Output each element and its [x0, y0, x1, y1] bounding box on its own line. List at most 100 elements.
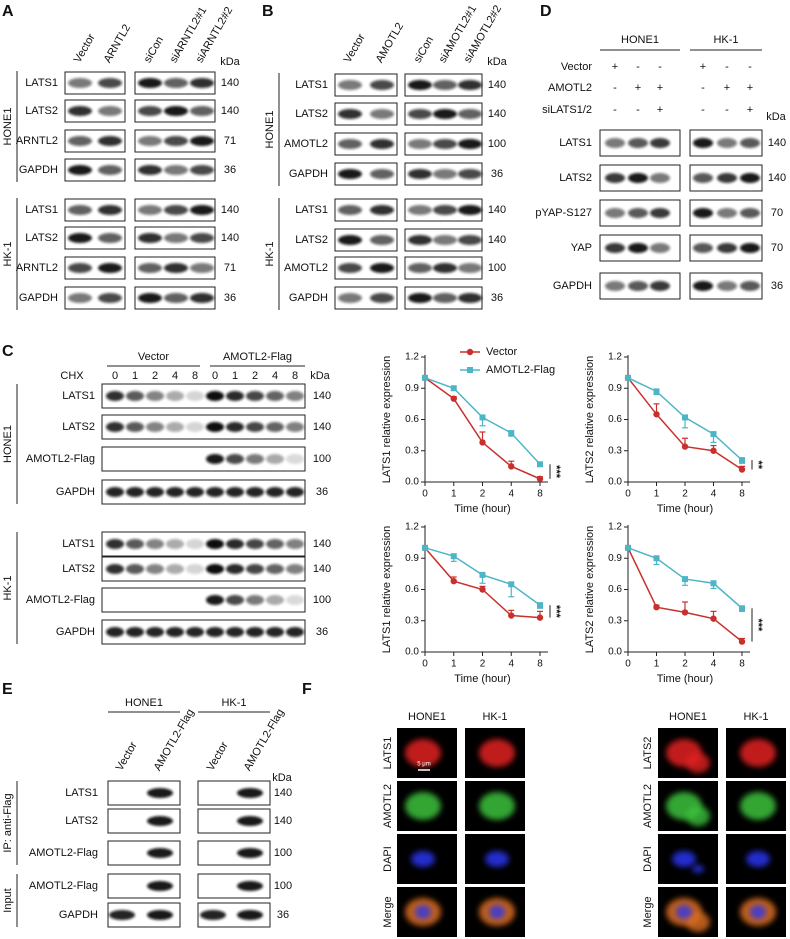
y-tick-label: 0.3 — [405, 615, 419, 626]
y-tick-label: 0.6 — [405, 414, 419, 425]
blot-frame — [334, 73, 398, 97]
blot-band — [717, 243, 737, 253]
x-tick-label: 1 — [654, 489, 660, 500]
dose-label: 2 — [252, 370, 258, 382]
blot-band — [628, 138, 648, 148]
protein-label: LATS1 — [559, 137, 592, 149]
lane-group-label: Vector — [138, 351, 170, 363]
y-tick-label: 0.9 — [405, 383, 419, 394]
dose-label: 4 — [272, 370, 278, 382]
treatment-sign: + — [724, 82, 730, 94]
blot-band — [458, 205, 482, 215]
group-label: HONE1 — [2, 108, 14, 146]
point — [681, 609, 689, 616]
blot-band — [106, 487, 124, 497]
kda-label: 140 — [488, 234, 506, 246]
blot-band — [68, 165, 92, 175]
blot-band — [68, 233, 92, 243]
cell-signal — [686, 753, 710, 773]
blot-band — [237, 910, 263, 920]
blot-band — [98, 106, 122, 116]
blot-band — [126, 539, 144, 549]
blot-frame — [334, 286, 398, 310]
blot-band — [370, 169, 394, 179]
blot-band — [146, 564, 164, 574]
cell-line-label: HONE1 — [125, 697, 163, 709]
x-tick-label: 1 — [654, 659, 660, 670]
protein-label: GAPDH — [56, 626, 95, 638]
treatment-sign: - — [725, 61, 729, 73]
blot-band — [146, 539, 164, 549]
y-tick-label: 0.0 — [608, 477, 622, 488]
blot-band — [458, 263, 482, 273]
kda-label: 36 — [491, 292, 503, 304]
kda-label: 140 — [274, 787, 292, 799]
protein-label: pYAP-S127 — [535, 207, 592, 219]
protein-label: LATS1 — [295, 79, 328, 91]
point — [710, 615, 717, 622]
kda-label: 36 — [277, 909, 289, 921]
point — [710, 447, 717, 454]
nucleus-signal — [489, 905, 505, 919]
kda-label: 140 — [221, 77, 239, 89]
protein-label: LATS1 — [62, 390, 95, 402]
column-label: HK-1 — [482, 711, 507, 723]
blot-band — [206, 627, 224, 637]
point — [422, 374, 428, 381]
blot-band — [190, 293, 214, 303]
blot-frame — [107, 873, 181, 899]
blot-band — [370, 205, 394, 215]
blot-band — [98, 293, 122, 303]
blot-band — [246, 422, 264, 432]
x-tick-label: 8 — [739, 659, 745, 670]
blot-band — [166, 539, 184, 549]
significance-label: *** — [550, 465, 562, 479]
kda-label: 100 — [313, 594, 331, 606]
blot-band — [458, 109, 482, 119]
group-label: HK-1 — [264, 241, 276, 266]
blot-frame — [64, 286, 126, 310]
blot-band — [68, 205, 92, 215]
blot-band — [146, 627, 164, 637]
kda-label: 36 — [316, 626, 328, 638]
cell-signal — [740, 792, 776, 820]
point — [710, 431, 717, 438]
protein-label: GAPDH — [59, 909, 98, 921]
row-label: AMOTL2 — [642, 784, 654, 828]
blot-band — [166, 487, 184, 497]
blot-band — [286, 391, 304, 401]
blot-frame — [197, 902, 271, 928]
protein-label: ARNTL2 — [16, 135, 58, 147]
blot-band — [226, 487, 244, 497]
point — [450, 385, 457, 392]
blot-band — [433, 109, 457, 119]
blot-band — [370, 235, 394, 245]
blot-band — [433, 293, 457, 303]
column-label: HONE1 — [669, 711, 707, 723]
protein-label: LATS2 — [559, 172, 592, 184]
y-tick-label: 0.3 — [608, 615, 622, 626]
protein-label: LATS2 — [25, 232, 58, 244]
x-axis-label: Time (hour) — [657, 673, 713, 685]
point — [508, 581, 515, 588]
blot-band — [126, 627, 144, 637]
protein-label: GAPDH — [289, 292, 328, 304]
protein-label: YAP — [571, 242, 592, 254]
protein-label: LATS2 — [65, 815, 98, 827]
blot-band — [650, 208, 670, 218]
group-label: HK-1 — [2, 575, 14, 600]
blot-band — [106, 539, 124, 549]
cell-signal — [672, 851, 696, 867]
lane-group-label: AMOTL2-Flag — [223, 351, 292, 363]
legend-label: AMOTL2-Flag — [486, 364, 555, 376]
kda-label: 140 — [488, 79, 506, 91]
point — [536, 614, 544, 621]
blot-band — [109, 910, 135, 920]
blot-band — [226, 595, 244, 605]
blot-frame — [64, 226, 126, 250]
blot-band — [68, 136, 92, 146]
protein-label: AMOTL2-Flag — [26, 453, 95, 465]
blot-band — [338, 80, 362, 90]
kda-label: 70 — [771, 242, 783, 254]
unit-label: kDa — [487, 56, 507, 68]
